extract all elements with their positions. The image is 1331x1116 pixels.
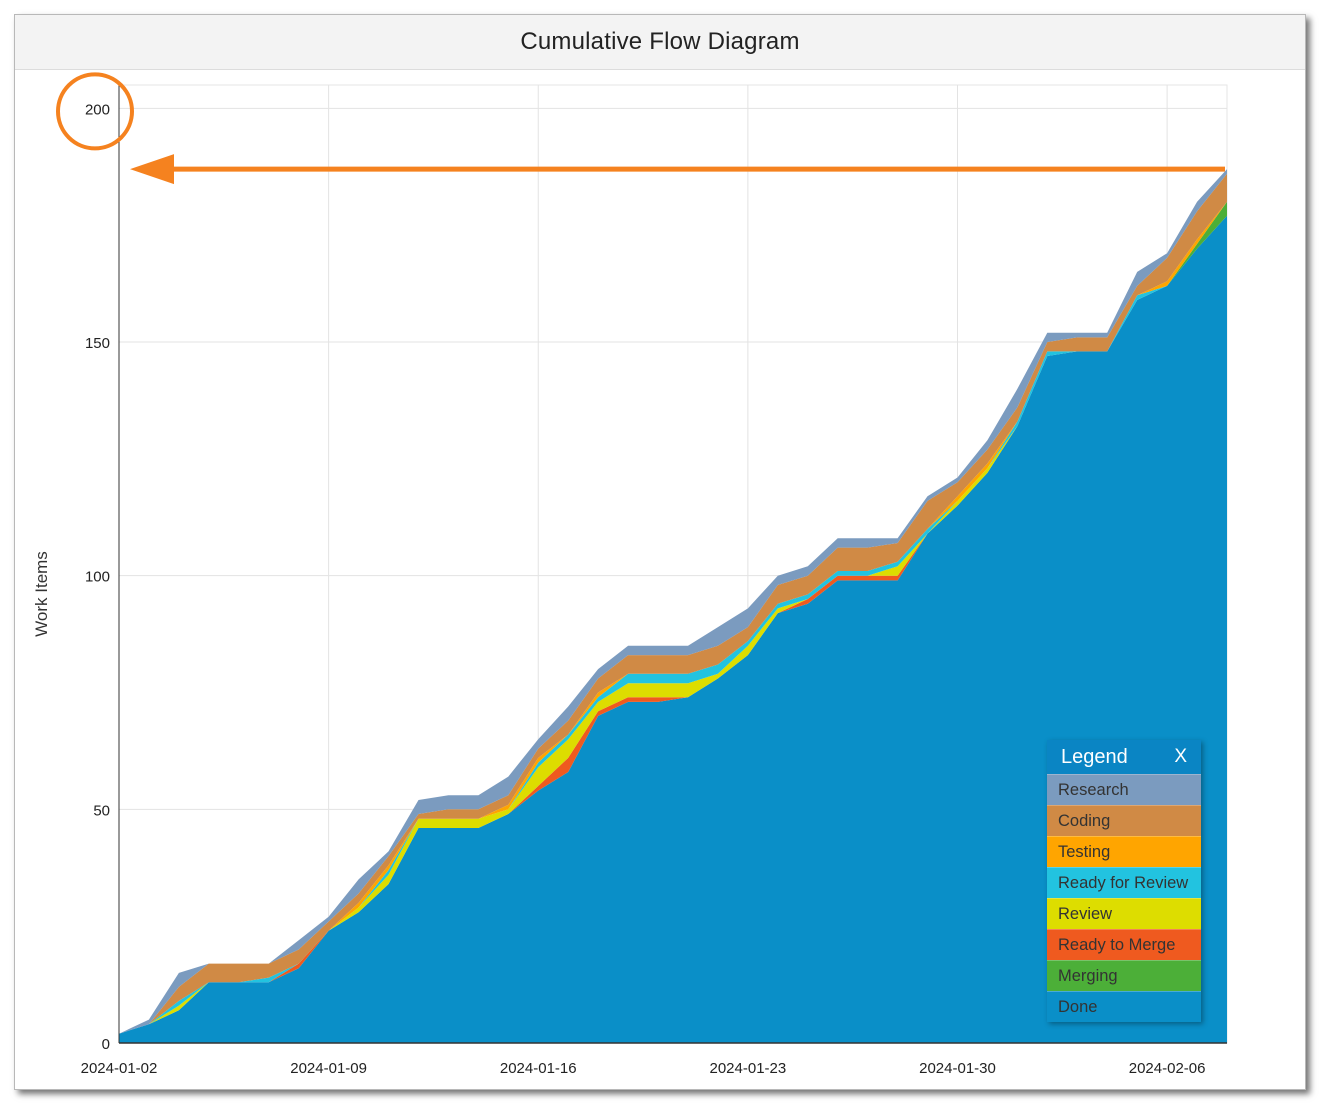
legend-item-ready-to-merge[interactable]: Ready to Merge (1047, 929, 1201, 960)
legend-close-button[interactable]: X (1174, 746, 1187, 767)
highlight-circle (56, 72, 134, 151)
y-tick-label: 50 (93, 802, 110, 819)
card-header: Cumulative Flow Diagram (15, 15, 1305, 70)
area-done (119, 215, 1227, 1044)
x-tick-label: 2024-01-02 (81, 1060, 158, 1077)
x-tick-label: 2024-02-06 (1129, 1060, 1206, 1077)
y-tick-label: 0 (102, 1036, 110, 1053)
y-tick-label: 200 (85, 101, 110, 118)
y-tick-label: 100 (85, 569, 110, 586)
chart-title: Cumulative Flow Diagram (520, 28, 800, 55)
legend-item-testing[interactable]: Testing (1047, 836, 1201, 867)
x-tick-label: 2024-01-16 (500, 1060, 577, 1077)
legend-item-ready-for-review[interactable]: Ready for Review (1047, 867, 1201, 898)
legend-item-review[interactable]: Review (1047, 898, 1201, 929)
legend-panel: Legend X Research Coding Testing Ready f… (1047, 740, 1201, 1022)
arrow-head (130, 154, 174, 185)
x-tick-label: 2024-01-23 (709, 1060, 786, 1077)
legend-item-done[interactable]: Done (1047, 991, 1201, 1022)
x-tick-label: 2024-01-30 (919, 1060, 996, 1077)
legend-item-coding[interactable]: Coding (1047, 805, 1201, 836)
legend-header: Legend X (1047, 740, 1201, 774)
legend-title: Legend (1061, 745, 1128, 768)
legend-item-merging[interactable]: Merging (1047, 960, 1201, 991)
y-tick-label: 150 (85, 335, 110, 352)
x-tick-label: 2024-01-09 (290, 1060, 367, 1077)
legend-item-research[interactable]: Research (1047, 774, 1201, 805)
y-axis-label: Work Items (32, 551, 51, 637)
